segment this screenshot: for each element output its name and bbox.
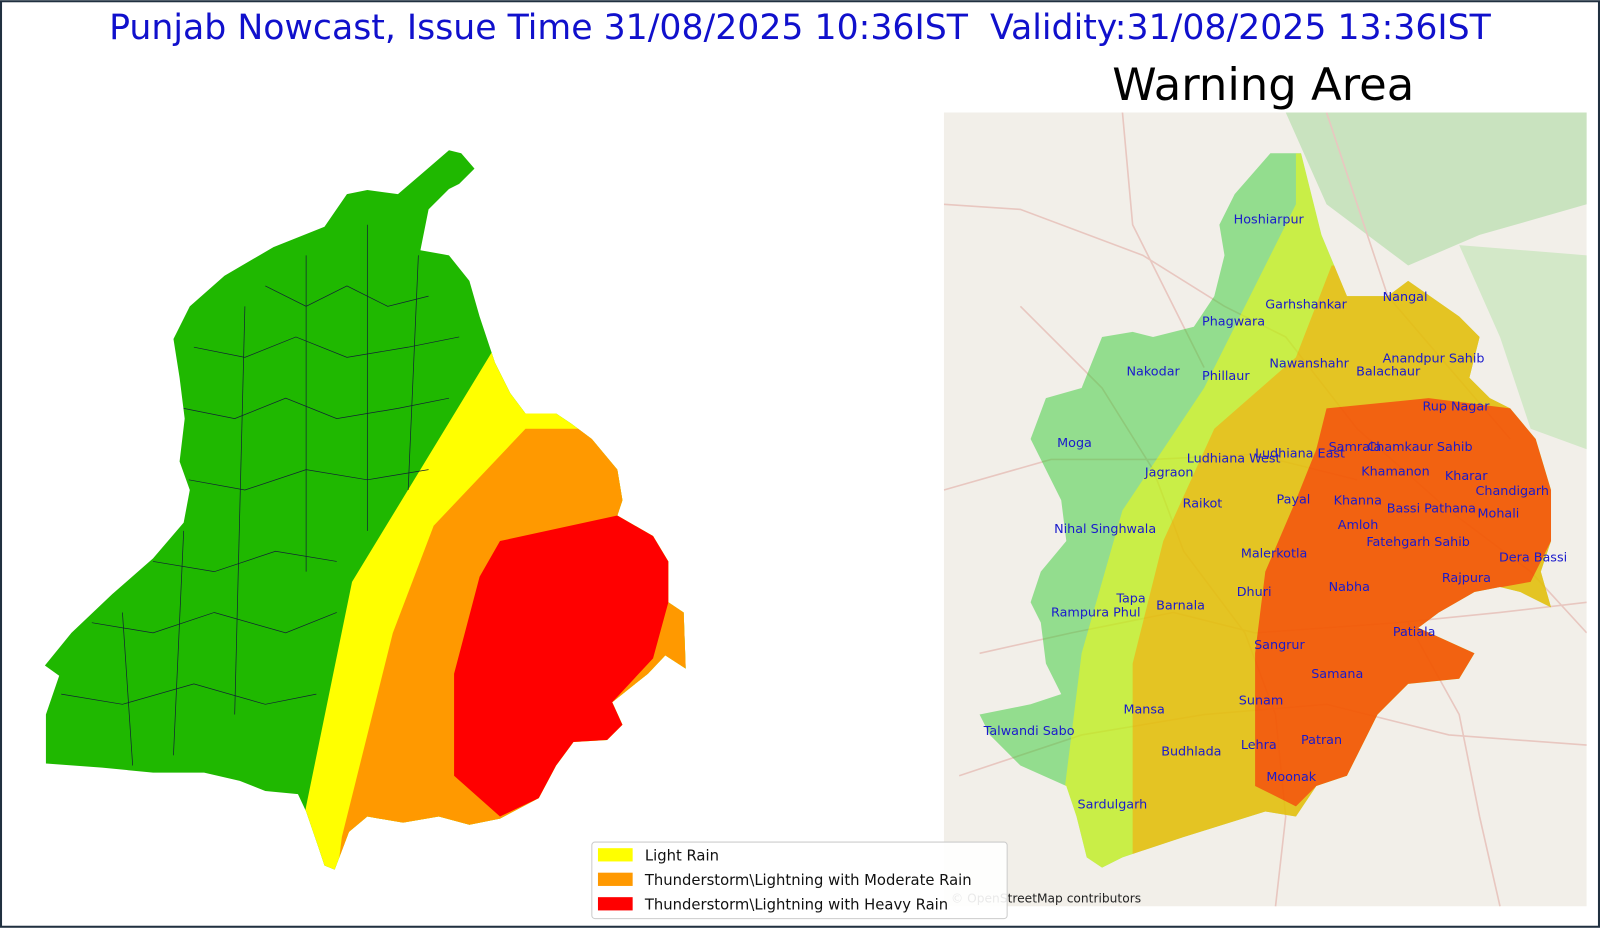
map-title: Warning Area	[1112, 58, 1414, 111]
place-label: Nabha	[1329, 580, 1370, 595]
place-label: Rampura Phul	[1051, 606, 1141, 621]
place-label: Samrala	[1329, 440, 1382, 455]
place-label: Nawanshahr	[1269, 357, 1349, 372]
place-label: Chamkaur Sahib	[1367, 440, 1472, 455]
place-label: Khamanon	[1361, 465, 1429, 480]
forest	[1224, 112, 1587, 266]
place-label: Bassi Pathana	[1387, 501, 1476, 516]
title: Punjab Nowcast, Issue Time 31/08/2025 10…	[109, 8, 1492, 48]
warning-map: Hoshiarpur Garhshankar Nangal Phagwara Nawan…	[943, 112, 1587, 907]
place-label: Ludhiana West	[1187, 451, 1281, 466]
legend-swatch	[597, 848, 633, 862]
district-line	[61, 683, 317, 705]
legend-label: Light Rain	[645, 847, 719, 864]
place-label: Garhshankar	[1265, 297, 1347, 312]
place-label: Nakodar	[1127, 365, 1181, 380]
place-label: Ludhiana East	[1255, 446, 1345, 461]
district-line	[265, 285, 429, 307]
place-label: Moga	[1057, 436, 1092, 451]
place-label: Mansa	[1123, 702, 1164, 717]
legend-swatch	[597, 897, 633, 911]
place-label: Patiala	[1393, 625, 1436, 640]
place-label: Kharar	[1445, 469, 1488, 484]
district-line	[173, 530, 185, 756]
district-line	[91, 612, 337, 634]
place-label: Raikot	[1183, 496, 1223, 511]
place-label: Sunam	[1239, 693, 1284, 708]
heavy-rain-zone	[454, 515, 669, 817]
place-label: Sardulgarh	[1078, 797, 1148, 812]
district-line	[407, 255, 419, 491]
district-lines	[61, 224, 460, 766]
district-line	[183, 397, 450, 419]
place-label: Malerkotla	[1241, 546, 1308, 561]
place-label: Phagwara	[1202, 315, 1265, 330]
district-line	[122, 612, 134, 766]
place-label: Sangrur	[1254, 638, 1305, 653]
place-label: Samana	[1311, 667, 1363, 682]
forest	[1459, 245, 1587, 450]
place-label: Dhuri	[1237, 585, 1272, 600]
legend-label: Thunderstorm\Lightning with Heavy Rain	[644, 896, 948, 913]
place-label: Talwandi Sabo	[983, 724, 1075, 739]
district-line	[234, 306, 246, 715]
place-label: Patran	[1301, 733, 1342, 748]
place-label: Tapa	[1115, 591, 1145, 606]
place-label: Budhlada	[1161, 744, 1221, 759]
legend-label: Thunderstorm\Lightning with Moderate Rai…	[644, 872, 972, 889]
place-label: Anandpur Sahib	[1383, 351, 1485, 366]
place-label: Rajpura	[1442, 571, 1491, 586]
place-label: Balachaur	[1356, 365, 1421, 380]
place-label: Barnala	[1156, 598, 1205, 613]
legend: Light Rain Thunderstorm\Lightning with Mo…	[591, 841, 1008, 920]
place-label: Nangal	[1383, 290, 1428, 305]
place-label: Moonak	[1266, 770, 1316, 785]
district-line	[193, 336, 460, 358]
legend-box	[591, 841, 1008, 920]
place-label: Phillaur	[1202, 369, 1250, 384]
place-label: Fatehgarh Sahib	[1366, 535, 1470, 550]
place-label: Jagraon	[1144, 466, 1194, 481]
place-label: Payal	[1277, 492, 1311, 507]
place-label: Dera Bassi	[1499, 550, 1567, 565]
place-label: Mohali	[1478, 507, 1520, 522]
legend-swatch	[597, 872, 633, 886]
place-label: Rup Nagar	[1422, 399, 1490, 414]
place-label: Nihal Singhwala	[1054, 522, 1156, 537]
place-label: Khanna	[1334, 493, 1382, 508]
heavy-rain-overlay	[1255, 398, 1552, 807]
place-label: Hoshiarpur	[1234, 213, 1305, 228]
place-labels: Hoshiarpur Garhshankar Nangal Phagwara Nawan…	[983, 213, 1567, 813]
place-label: Chandigarh	[1476, 484, 1550, 499]
place-label: Lehra	[1241, 738, 1277, 753]
place-label: Amloh	[1338, 518, 1379, 533]
